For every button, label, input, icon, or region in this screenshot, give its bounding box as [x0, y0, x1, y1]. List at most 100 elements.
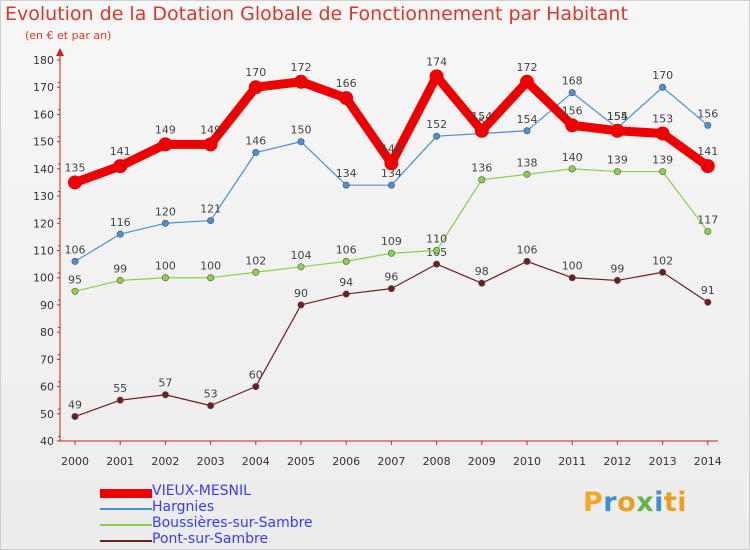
chart-title: Evolution de la Dotation Globale de Fonc…	[5, 3, 628, 25]
data-point	[71, 413, 79, 421]
data-point	[478, 176, 486, 184]
x-tick-label: 2006	[332, 455, 360, 468]
data-point	[158, 137, 173, 152]
data-label: 152	[426, 118, 447, 131]
data-point	[68, 175, 82, 190]
y-tick-label: 90	[40, 299, 54, 312]
data-point	[207, 274, 215, 282]
y-tick-label: 170	[33, 81, 54, 94]
x-tick-label: 2009	[468, 455, 496, 468]
series-line-3	[74, 260, 709, 418]
y-axis-arrow	[56, 48, 64, 56]
data-label: 153	[652, 112, 673, 125]
data-point	[116, 276, 124, 284]
data-point	[203, 137, 218, 152]
data-point	[568, 89, 576, 97]
data-label: 139	[607, 154, 628, 167]
y-tick-label: 120	[33, 217, 54, 230]
y-tick-label: 40	[40, 435, 54, 448]
x-tick-label: 2011	[558, 455, 586, 468]
data-label: 116	[110, 216, 131, 229]
data-label: 106	[517, 243, 538, 256]
data-point	[700, 159, 715, 174]
data-label: 154	[471, 110, 492, 123]
data-point	[568, 165, 576, 173]
data-label: 117	[697, 213, 718, 226]
data-label: 98	[475, 265, 489, 278]
data-point	[71, 287, 79, 295]
data-label: 154	[607, 110, 628, 123]
x-tick-label: 2013	[649, 455, 677, 468]
logo-letter-r: r	[603, 487, 618, 518]
data-point	[613, 168, 621, 176]
data-point	[207, 217, 215, 225]
data-point	[429, 69, 444, 84]
x-tick-label: 2012	[603, 455, 631, 468]
data-point	[384, 156, 399, 171]
data-label: 135	[65, 161, 86, 174]
data-point	[655, 126, 670, 141]
data-label: 110	[426, 233, 447, 246]
data-label: 172	[291, 61, 312, 74]
data-point	[433, 247, 441, 255]
logo-letter-ti: ti	[663, 487, 688, 518]
data-point	[342, 290, 350, 298]
data-point	[342, 181, 350, 189]
data-label: 106	[336, 243, 357, 256]
data-label: 150	[291, 124, 312, 137]
legend-label: Hargnies	[152, 499, 215, 515]
data-label: 155	[607, 110, 628, 123]
data-label: 94	[339, 276, 353, 289]
data-label: 156	[697, 107, 718, 120]
x-tick-label: 2005	[287, 455, 315, 468]
data-label: 100	[562, 260, 583, 273]
data-label: 170	[245, 66, 266, 79]
x-tick-label: 2010	[513, 455, 541, 468]
data-label: 134	[336, 167, 357, 180]
data-point	[704, 227, 712, 235]
data-point	[474, 123, 489, 138]
x-tick-label: 2014	[694, 455, 722, 468]
data-point	[520, 74, 534, 89]
data-label: 141	[110, 145, 131, 158]
data-point	[297, 301, 305, 309]
data-label: 60	[249, 369, 263, 382]
data-label: 102	[245, 254, 266, 267]
data-point	[294, 74, 308, 89]
data-label: 106	[65, 243, 86, 256]
y-tick-label: 80	[40, 326, 54, 339]
data-point	[342, 257, 350, 265]
data-label: 90	[294, 287, 308, 300]
y-tick-label: 70	[40, 353, 54, 366]
data-label: 149	[155, 123, 176, 136]
data-label: 121	[200, 203, 221, 216]
data-label: 136	[471, 162, 492, 175]
legend-label: Boussières-sur-Sambre	[152, 515, 313, 531]
proxiti-logo: Proxiti	[583, 487, 687, 518]
y-tick-label: 140	[33, 163, 54, 176]
data-label: 100	[155, 260, 176, 273]
data-point	[297, 263, 305, 271]
logo-letter-p: P	[583, 487, 604, 518]
y-tick-label: 160	[33, 108, 54, 121]
data-point	[433, 260, 441, 268]
data-label: 149	[200, 123, 221, 136]
data-point	[659, 268, 667, 276]
data-point	[116, 230, 124, 238]
data-point	[248, 80, 263, 95]
data-label: 146	[245, 135, 266, 148]
data-point	[387, 181, 395, 189]
data-label: 142	[381, 142, 402, 155]
data-label: 140	[562, 151, 583, 164]
data-point	[610, 123, 625, 138]
data-label: 109	[381, 235, 402, 248]
x-tick-label: 2007	[377, 455, 405, 468]
data-point	[113, 159, 128, 174]
data-label: 99	[610, 262, 624, 275]
data-label: 166	[336, 77, 357, 90]
y-tick-label: 100	[33, 272, 54, 285]
legend-swatch	[100, 488, 152, 498]
data-label: 138	[517, 156, 538, 169]
